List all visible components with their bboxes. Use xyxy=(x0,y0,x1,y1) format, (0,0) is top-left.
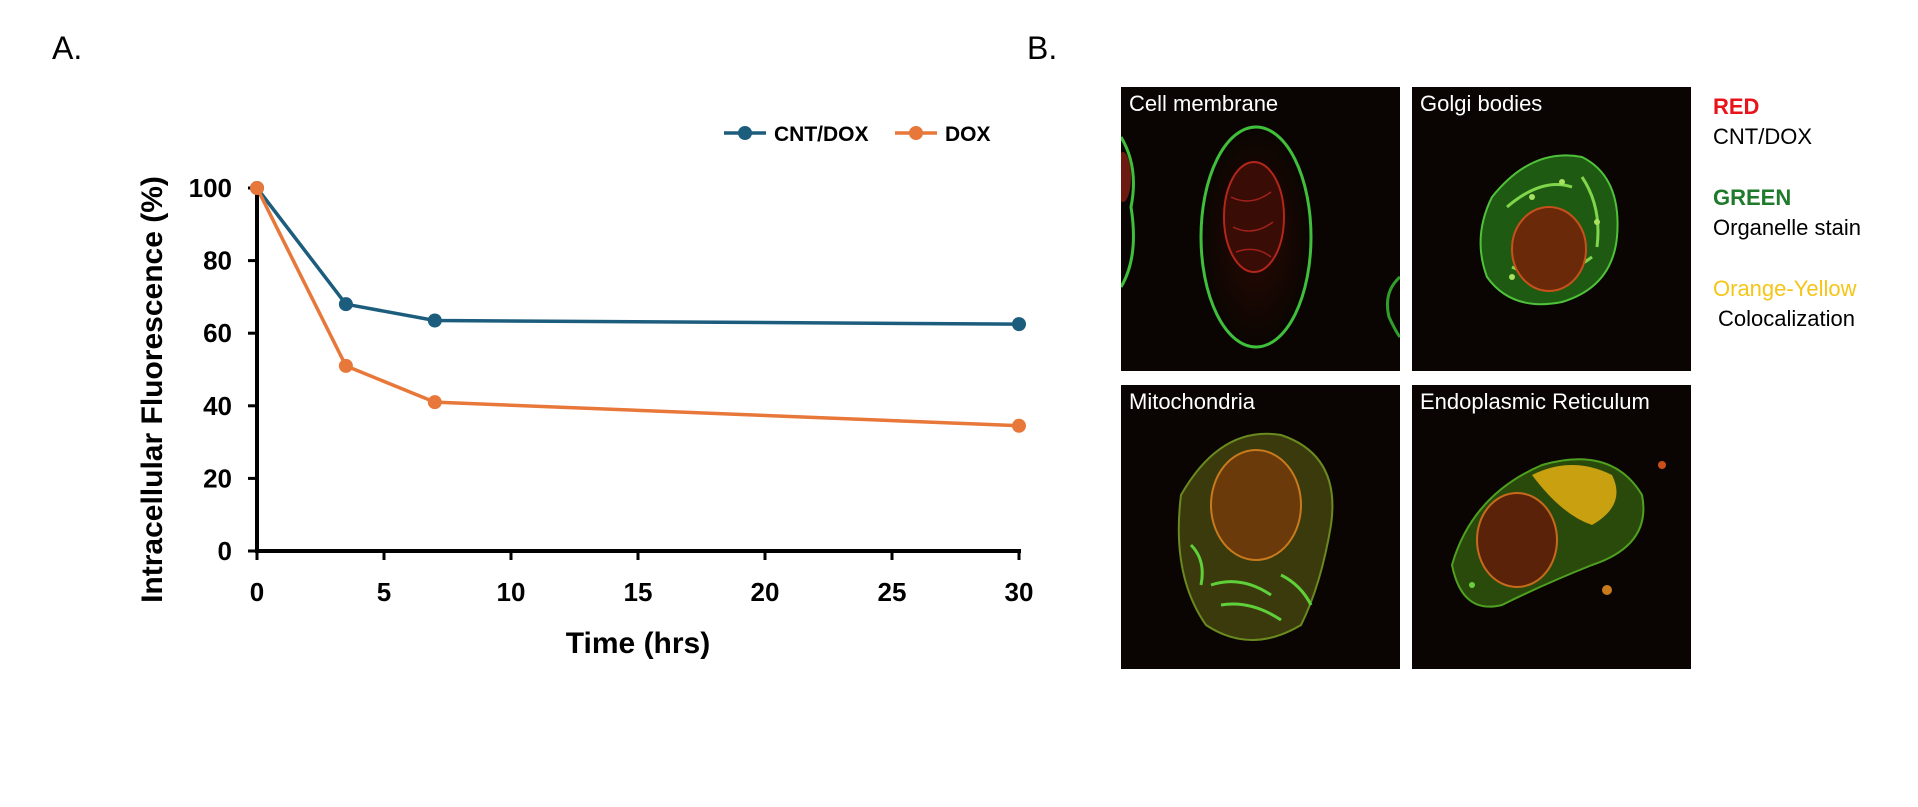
y-axis-title: Intracellular Fluorescence (%) xyxy=(136,176,169,603)
golgi-bodies-image: Golgi bodies xyxy=(1412,87,1691,371)
x-tick-label: 15 xyxy=(624,577,653,607)
golgi-bodies-micrograph xyxy=(1479,154,1619,306)
key-red-title: RED xyxy=(1713,94,1760,119)
tile-label: Mitochondria xyxy=(1129,389,1255,414)
cell-membrane-micrograph xyxy=(1121,125,1400,349)
x-tick-label: 30 xyxy=(1005,577,1034,607)
x-axis-title: Time (hrs) xyxy=(566,627,710,660)
series-line xyxy=(255,187,1020,428)
tile-label: Cell membrane xyxy=(1129,91,1279,116)
endoplasmic-reticulum-image: Endoplasmic Reticulum xyxy=(1412,385,1691,669)
line-chart: 0 20 40 60 80 100 0 5 10 15 20 25 30 Time (hrs) Intrac… xyxy=(136,123,1034,660)
tile-label: Golgi bodies xyxy=(1420,91,1543,116)
legend-marker xyxy=(738,126,752,140)
key-green-desc: Organelle stain xyxy=(1713,215,1861,240)
key-red: RED CNT/DOX xyxy=(1713,92,1812,152)
cell-membrane-image: Cell membrane xyxy=(1121,87,1400,371)
tile-label: Endoplasmic Reticulum xyxy=(1420,389,1650,414)
panel-a-label: A. xyxy=(52,30,83,66)
y-tick-label: 20 xyxy=(203,463,232,493)
mitochondria-micrograph xyxy=(1177,432,1334,641)
data-point xyxy=(338,358,353,373)
y-tick-label: 80 xyxy=(203,246,232,276)
mitochondria-image: Mitochondria xyxy=(1121,385,1400,669)
data-point xyxy=(1012,317,1026,332)
legend-marker xyxy=(909,126,923,140)
legend-label: CNT/DOX xyxy=(774,123,869,146)
key-orange-title: Orange-Yellow xyxy=(1713,276,1857,301)
key-orange: Orange-Yellow Colocalization xyxy=(1713,274,1857,334)
y-tick-label: 40 xyxy=(203,391,232,421)
panel-b-label: B. xyxy=(1027,30,1058,66)
x-tick-label: 25 xyxy=(878,577,907,607)
y-tick-label: 0 xyxy=(218,536,232,566)
key-orange-desc: Colocalization xyxy=(1718,306,1855,331)
data-point xyxy=(427,313,442,328)
series-line xyxy=(255,186,1020,326)
endoplasmic-reticulum-micrograph xyxy=(1450,458,1666,608)
key-red-desc: CNT/DOX xyxy=(1713,124,1812,149)
data-point xyxy=(338,297,353,312)
key-green: GREEN Organelle stain xyxy=(1713,183,1861,243)
data-point xyxy=(427,395,442,410)
x-tick-label: 0 xyxy=(250,577,264,607)
y-tick-label: 60 xyxy=(203,318,232,348)
x-tick-label: 5 xyxy=(377,577,391,607)
legend-label: DOX xyxy=(945,123,991,146)
key-green-title: GREEN xyxy=(1713,185,1792,210)
x-tick-label: 20 xyxy=(751,577,780,607)
x-tick-label: 10 xyxy=(497,577,526,607)
y-tick-label: 100 xyxy=(189,173,232,203)
data-point xyxy=(250,181,264,195)
data-point xyxy=(1012,418,1026,433)
